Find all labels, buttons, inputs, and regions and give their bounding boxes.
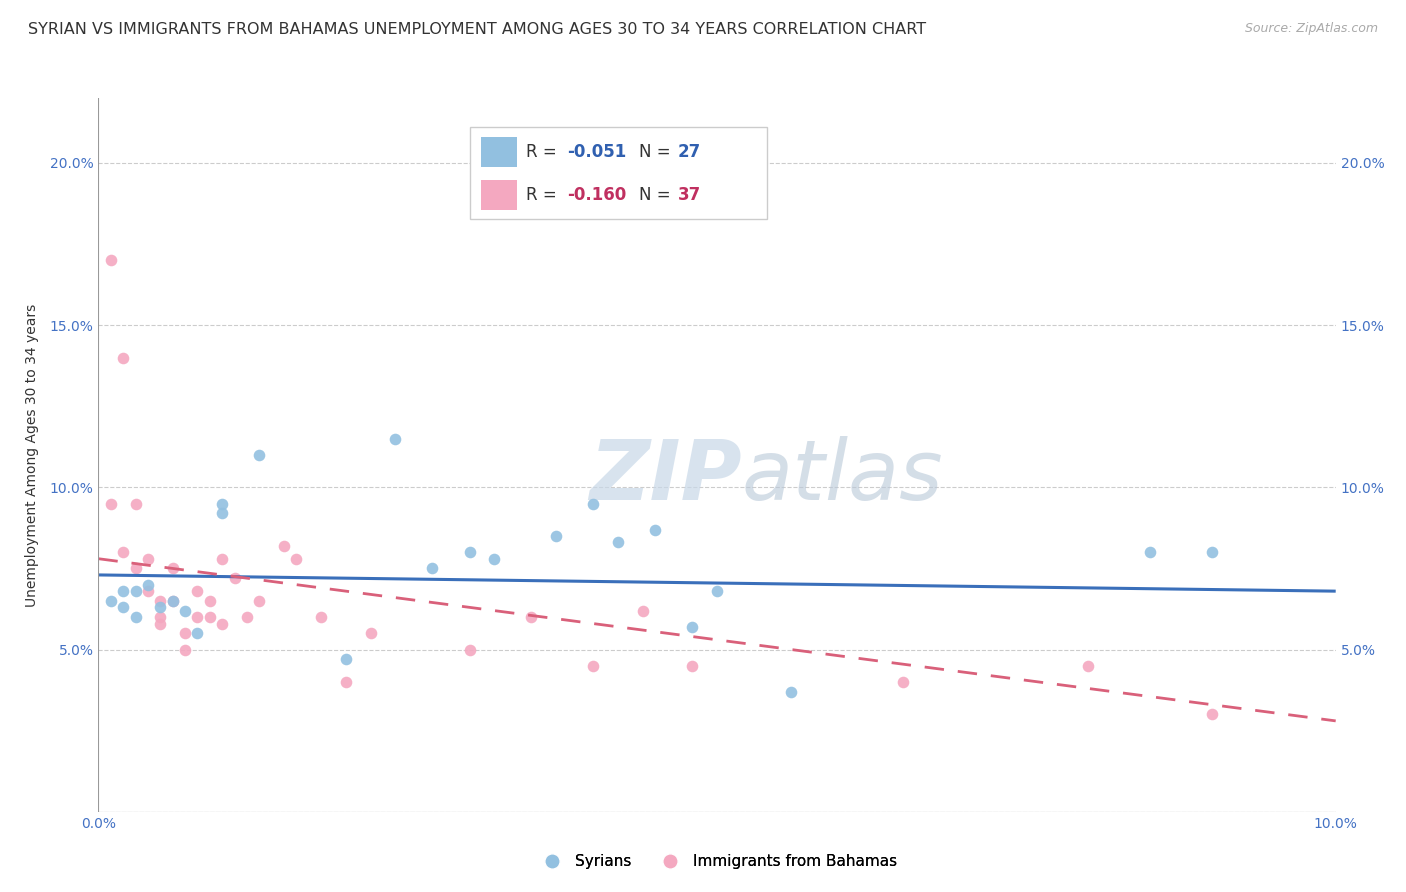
Point <box>112 351 135 365</box>
Point <box>100 594 122 608</box>
Legend: Syrians, Immigrants from Bahamas: Syrians, Immigrants from Bahamas <box>531 848 903 875</box>
Point <box>422 561 444 575</box>
Point <box>607 535 630 549</box>
Point <box>681 658 703 673</box>
Text: atlas: atlas <box>742 436 943 516</box>
Text: Source: ZipAtlas.com: Source: ZipAtlas.com <box>1244 22 1378 36</box>
Point <box>582 658 605 673</box>
Point <box>247 448 270 462</box>
Point <box>174 604 197 618</box>
Point <box>100 497 122 511</box>
Point <box>211 506 233 520</box>
Point <box>546 529 568 543</box>
Point <box>100 253 122 268</box>
Point <box>124 610 146 624</box>
Point <box>335 652 357 666</box>
Point <box>1201 707 1223 722</box>
Point <box>224 571 246 585</box>
Point <box>273 539 295 553</box>
Point <box>211 497 233 511</box>
Point <box>484 551 506 566</box>
Point <box>112 584 135 599</box>
Point <box>149 600 172 615</box>
Point <box>335 675 357 690</box>
Point <box>136 584 159 599</box>
Point <box>360 626 382 640</box>
Point <box>124 561 146 575</box>
Point <box>186 584 208 599</box>
Point <box>174 626 197 640</box>
Text: SYRIAN VS IMMIGRANTS FROM BAHAMAS UNEMPLOYMENT AMONG AGES 30 TO 34 YEARS CORRELA: SYRIAN VS IMMIGRANTS FROM BAHAMAS UNEMPL… <box>28 22 927 37</box>
Point <box>520 610 543 624</box>
Point <box>458 642 481 657</box>
Point <box>149 616 172 631</box>
Point <box>247 594 270 608</box>
Point <box>124 497 146 511</box>
Point <box>631 604 654 618</box>
Text: ZIP: ZIP <box>589 436 742 516</box>
Point <box>211 616 233 631</box>
Point <box>136 551 159 566</box>
Point <box>112 600 135 615</box>
Point <box>891 675 914 690</box>
Point <box>285 551 308 566</box>
Point <box>211 551 233 566</box>
Point <box>186 626 208 640</box>
Point <box>681 620 703 634</box>
Point <box>1077 658 1099 673</box>
Point <box>124 584 146 599</box>
Point <box>149 610 172 624</box>
Point <box>186 610 208 624</box>
Point <box>644 523 666 537</box>
Point <box>780 684 803 698</box>
Point <box>198 610 221 624</box>
Point <box>162 561 184 575</box>
Point <box>1139 545 1161 559</box>
Point <box>384 432 406 446</box>
Point <box>174 642 197 657</box>
Point <box>458 545 481 559</box>
Point <box>149 594 172 608</box>
Point <box>706 584 728 599</box>
Point <box>198 594 221 608</box>
Point <box>162 594 184 608</box>
Point <box>162 594 184 608</box>
Point <box>309 610 332 624</box>
Point <box>112 545 135 559</box>
Point <box>1201 545 1223 559</box>
Point <box>236 610 259 624</box>
Point <box>582 497 605 511</box>
Y-axis label: Unemployment Among Ages 30 to 34 years: Unemployment Among Ages 30 to 34 years <box>24 303 38 607</box>
Point <box>136 577 159 591</box>
